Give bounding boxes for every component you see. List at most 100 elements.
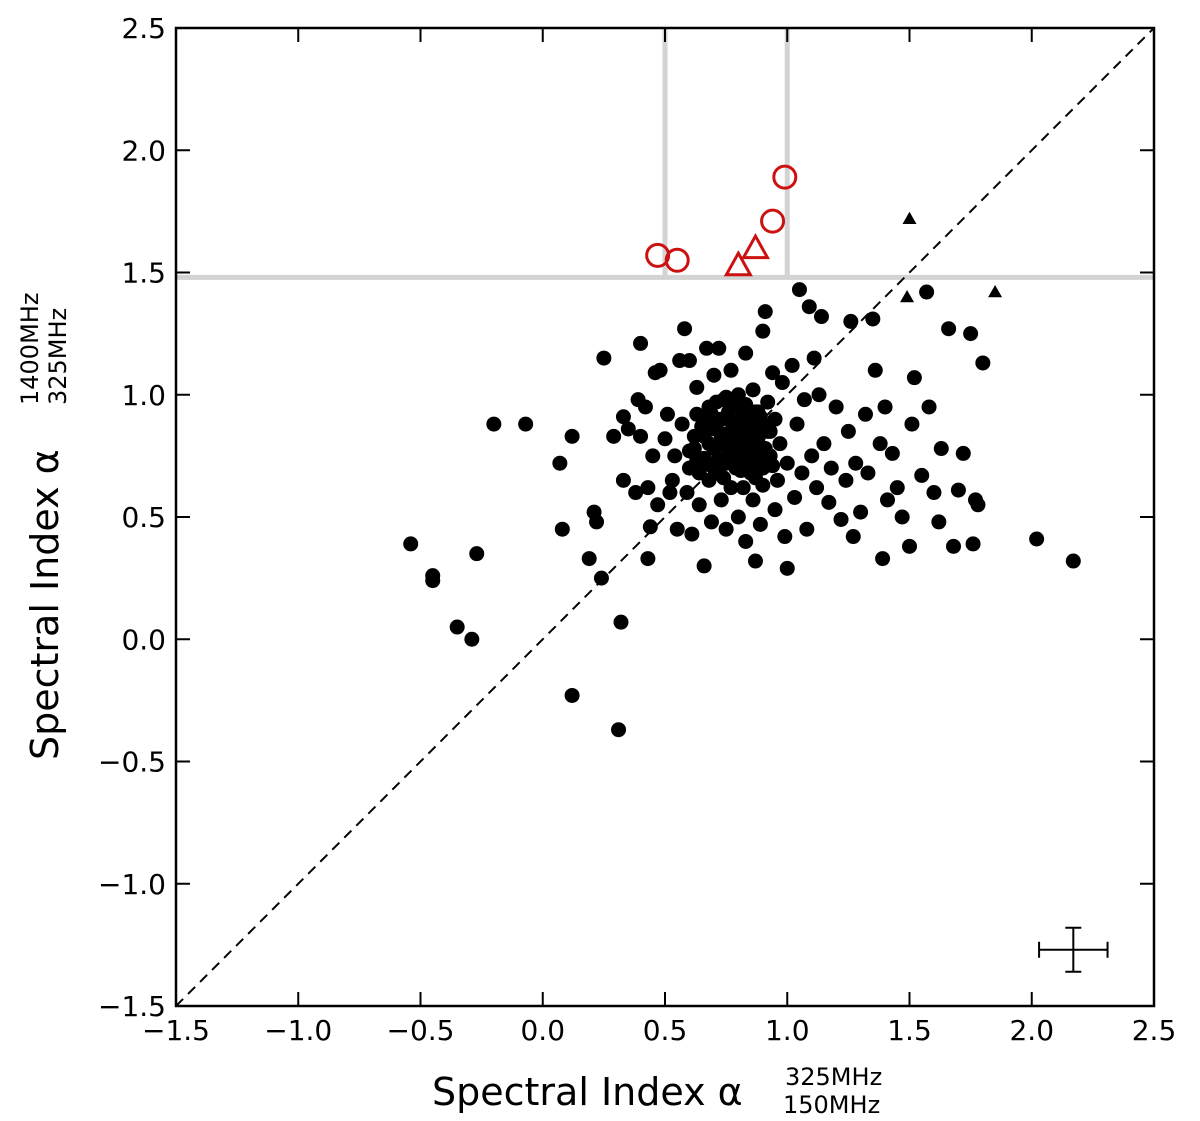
data-point-filled-circle — [589, 514, 605, 530]
y-tick-label: −0.5 — [98, 746, 166, 779]
data-point-filled-triangle — [900, 289, 915, 303]
data-point-filled-circle — [752, 409, 768, 425]
data-point-filled-circle — [596, 350, 612, 366]
data-point-filled-circle — [750, 445, 766, 461]
data-point-filled-circle — [745, 382, 761, 398]
data-point-filled-circle — [811, 387, 827, 403]
data-point-filled-circle — [642, 519, 658, 535]
data-point-open-circle — [760, 208, 786, 234]
data-point-filled-circle — [469, 546, 485, 562]
data-point-filled-circle — [684, 526, 700, 542]
x-tick-label: −0.5 — [387, 1014, 455, 1047]
data-point-filled-circle — [799, 521, 815, 537]
data-point-filled-circle — [933, 441, 949, 457]
data-point-open-triangle — [740, 232, 771, 260]
data-point-filled-circle — [713, 431, 729, 447]
data-point-filled-circle — [877, 399, 893, 415]
data-point-filled-circle — [696, 558, 712, 574]
data-point-filled-circle — [906, 370, 922, 386]
data-point-filled-circle — [853, 504, 869, 520]
data-point-filled-circle — [464, 631, 480, 647]
data-point-filled-circle — [691, 497, 707, 513]
data-point-filled-circle — [718, 389, 734, 405]
data-point-filled-circle — [779, 455, 795, 471]
data-point-filled-circle — [975, 355, 991, 371]
data-point-filled-circle — [711, 340, 727, 356]
data-point-filled-circle — [657, 431, 673, 447]
data-point-filled-circle — [755, 323, 771, 339]
data-point-filled-circle — [865, 311, 881, 327]
y-axis-title-sup: 1400MHz — [16, 293, 44, 405]
x-tick-label: 2.5 — [1132, 1014, 1177, 1047]
plot-area: −1.5 −1.0 −0.5 0.0 0.5 1.0 1.5 2.0 2.5 −1.5 −1.0 −0… — [98, 12, 1176, 1047]
data-point-filled-circle — [679, 485, 695, 501]
data-point-filled-circle — [840, 423, 856, 439]
data-point-filled-circle — [674, 416, 690, 432]
data-point-filled-circle — [659, 406, 675, 422]
data-point-filled-circle — [606, 428, 622, 444]
x-tick-label: 1.5 — [887, 1014, 932, 1047]
data-point-filled-circle — [669, 521, 685, 537]
x-tick-label: 0.5 — [643, 1014, 688, 1047]
y-tick-label: 0.5 — [121, 501, 166, 534]
data-point-filled-circle — [745, 492, 761, 508]
data-point-filled-circle — [640, 551, 656, 567]
data-point-filled-circle — [633, 335, 649, 351]
x-tick-label: −1.0 — [264, 1014, 332, 1047]
data-point-filled-circle — [821, 494, 837, 510]
data-point-filled-circle — [950, 482, 966, 498]
data-point-filled-circle — [857, 406, 873, 422]
data-point-filled-circle — [914, 467, 930, 483]
data-point-filled-circle — [564, 687, 580, 703]
data-point-filled-circle — [652, 362, 668, 378]
data-point-filled-triangle — [988, 285, 1003, 298]
x-axis-title: Spectral Index α — [432, 1070, 743, 1114]
data-point-filled-circle — [628, 485, 644, 501]
data-point-filled-circle — [804, 448, 820, 464]
x-axis-title-sub: 150MHz — [783, 1091, 880, 1119]
data-point-filled-circle — [425, 573, 441, 589]
data-point-filled-circle — [691, 465, 707, 481]
data-point-filled-circle — [816, 436, 832, 452]
data-point-filled-circle — [721, 404, 737, 420]
data-point-filled-circle — [860, 465, 876, 481]
data-point-filled-circle — [879, 492, 895, 508]
data-point-filled-circle — [833, 511, 849, 527]
data-point-filled-circle — [1065, 553, 1081, 569]
data-point-filled-circle — [611, 722, 627, 738]
data-point-filled-circle — [730, 509, 746, 525]
data-point-filled-circle — [813, 309, 829, 325]
data-point-open-circle — [664, 247, 690, 273]
data-point-filled-circle — [703, 406, 719, 422]
data-point-filled-triangle — [902, 211, 917, 224]
data-point-filled-circle — [552, 455, 568, 471]
data-point-filled-circle — [965, 536, 981, 552]
data-point-filled-circle — [774, 375, 790, 391]
data-point-filled-circle — [848, 455, 864, 471]
data-point-filled-circle — [787, 489, 803, 505]
data-point-filled-circle — [757, 304, 773, 320]
data-point-filled-circle — [760, 394, 776, 410]
one-to-one-line — [176, 28, 1154, 1006]
data-point-filled-circle — [486, 416, 502, 432]
data-point-filled-circle — [884, 445, 900, 461]
data-point-filled-circle — [703, 514, 719, 530]
data-point-filled-circle — [838, 472, 854, 488]
data-point-filled-circle — [767, 502, 783, 518]
data-point-filled-circle — [772, 436, 788, 452]
data-point-filled-circle — [762, 423, 778, 439]
data-point-filled-circle — [645, 448, 661, 464]
data-point-filled-circle — [970, 497, 986, 513]
y-axis-title-main: Spectral Index α — [23, 449, 67, 760]
data-point-filled-circle — [784, 357, 800, 373]
data-point-filled-circle — [747, 553, 763, 569]
data-point-filled-circle — [867, 362, 883, 378]
data-point-filled-circle — [735, 450, 751, 466]
data-point-filled-circle — [963, 326, 979, 342]
data-point-filled-circle — [777, 529, 793, 545]
data-point-filled-circle — [449, 619, 465, 635]
x-tick-label: −1.5 — [142, 1014, 210, 1047]
data-point-filled-circle — [689, 379, 705, 395]
data-point-filled-circle — [735, 480, 751, 496]
